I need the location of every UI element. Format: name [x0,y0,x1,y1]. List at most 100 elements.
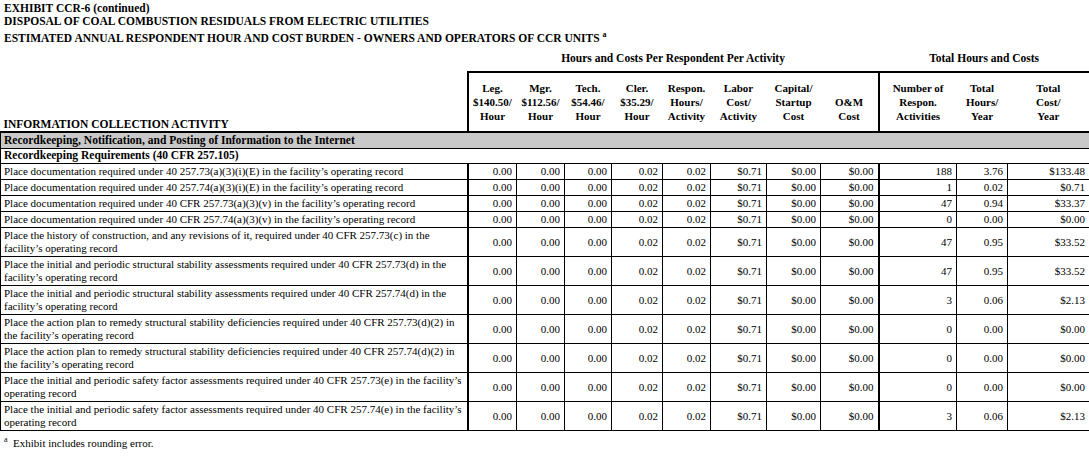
value-cell: 0.00 [957,314,1008,343]
value-cell: $0.71 [711,227,767,256]
column-header-line: Hours/ [664,95,710,109]
column-header-line: $140.50/ [470,95,516,109]
value-cell: $0.00 [1008,314,1089,343]
exhibit-title: EXHIBIT CCR-6 (continued) [4,2,1089,15]
value-cell: 0.06 [957,401,1008,430]
column-header-line: $112.56/ [518,95,564,109]
column-header-line: $54.46/ [566,95,611,109]
column-header-line: Activities [881,109,956,123]
group-header-per-activity: Hours and Costs Per Respondent Per Activ… [468,46,879,72]
column-header-line: Respon. [881,95,956,109]
value-cell: $0.71 [711,179,767,195]
value-cell: 0.02 [663,227,711,256]
value-cell: $0.00 [767,227,821,256]
value-cell: 0.02 [612,256,663,285]
section-row: Recordkeeping, Notification, and Posting… [1,132,1089,149]
table-title: ESTIMATED ANNUAL RESPONDENT HOUR AND COS… [4,28,1089,45]
value-cell: 0.02 [663,256,711,285]
value-cell: $33.52 [1008,227,1089,256]
value-cell: $0.71 [711,314,767,343]
activity-cell: Place the initial and periodic safety fa… [1,372,468,401]
value-cell: $133.48 [1008,163,1089,179]
value-cell: 0.00 [565,227,612,256]
value-cell: 0.94 [957,195,1008,211]
value-cell: 0.02 [663,401,711,430]
column-header-line: Activity [712,109,766,123]
value-cell: $0.00 [767,285,821,314]
group-header-row: Hours and Costs Per Respondent Per Activ… [1,46,1089,72]
value-cell: 0.02 [663,211,711,227]
value-cell: 0.00 [517,401,565,430]
value-cell: $0.71 [711,372,767,401]
column-header-line: Cost [822,109,877,123]
value-cell: 0.00 [517,211,565,227]
footnote-text: Exhibit includes rounding error. [13,436,154,448]
table-row: Place documentation required under 40 25… [1,163,1089,179]
activity-cell: Place documentation required under 40 25… [1,179,468,195]
value-cell: $0.00 [821,314,879,343]
table-row: Place the initial and periodic safety fa… [1,401,1089,430]
value-cell: $0.71 [711,163,767,179]
value-cell: $0.71 [711,211,767,227]
value-cell: $0.00 [767,195,821,211]
value-cell: 0.00 [517,285,565,314]
value-cell: $0.00 [821,163,879,179]
value-cell: 0 [879,211,957,227]
value-cell: 0.00 [517,314,565,343]
footnote-marker: a [4,435,8,444]
value-cell: $0.00 [821,227,879,256]
value-cell: 0 [879,343,957,372]
value-cell: 0.02 [663,372,711,401]
value-cell: 0.00 [468,343,517,372]
value-cell: 0.00 [468,314,517,343]
column-header: Number ofRespon.Activities [879,72,957,132]
column-header-line: Cost/ [1009,95,1089,109]
value-cell: 0.00 [468,227,517,256]
value-cell: 0.02 [957,179,1008,195]
column-header-line: Number of [881,81,956,95]
value-cell: 0.02 [612,401,663,430]
value-cell: $0.71 [711,195,767,211]
column-header-line: $35.29/ [613,95,662,109]
value-cell: 0.00 [468,163,517,179]
title-footnote-marker: a [603,30,607,39]
value-cell: 0.00 [517,195,565,211]
information-collection-activity-header: INFORMATION COLLECTION ACTIVITY [1,72,468,132]
column-header-line: Activity [664,109,710,123]
column-header: TotalCost/Year [1008,72,1089,132]
activity-cell: Place the initial and periodic structura… [1,285,468,314]
column-header-line: Total [1009,81,1089,95]
column-header-line [822,81,877,95]
value-cell: 3 [879,285,957,314]
value-cell: 0.00 [468,285,517,314]
value-cell: $0.71 [711,343,767,372]
value-cell: $0.00 [767,179,821,195]
group-header-spacer [1,46,468,72]
value-cell: $0.00 [821,179,879,195]
activity-cell: Place the action plan to remedy structur… [1,314,468,343]
value-cell: 0.00 [565,314,612,343]
value-cell: 0.00 [468,195,517,211]
document-title: DISPOSAL OF COAL COMBUSTION RESIDUALS FR… [4,15,1089,28]
value-cell: 0.00 [565,195,612,211]
value-cell: 0.02 [612,372,663,401]
footnote: a Exhibit includes rounding error. [0,431,1089,449]
value-cell: 0.02 [612,343,663,372]
value-cell: 0.02 [663,314,711,343]
value-cell: $0.00 [767,256,821,285]
value-cell: $0.71 [711,256,767,285]
value-cell: 0.00 [468,179,517,195]
value-cell: $0.00 [821,195,879,211]
table-row: Place the initial and periodic structura… [1,256,1089,285]
value-cell: 0.00 [565,179,612,195]
value-cell: 0.02 [663,179,711,195]
value-cell: 3 [879,401,957,430]
column-header-line: Hour [613,109,662,123]
value-cell: 0.00 [517,179,565,195]
column-header-line: Total [958,81,1007,95]
value-cell: 1 [879,179,957,195]
table-row: Place documentation required under 40 CF… [1,211,1089,227]
column-header: TotalHours/Year [957,72,1008,132]
table-row: Place the initial and periodic structura… [1,285,1089,314]
column-header-line: Tech. [566,81,611,95]
